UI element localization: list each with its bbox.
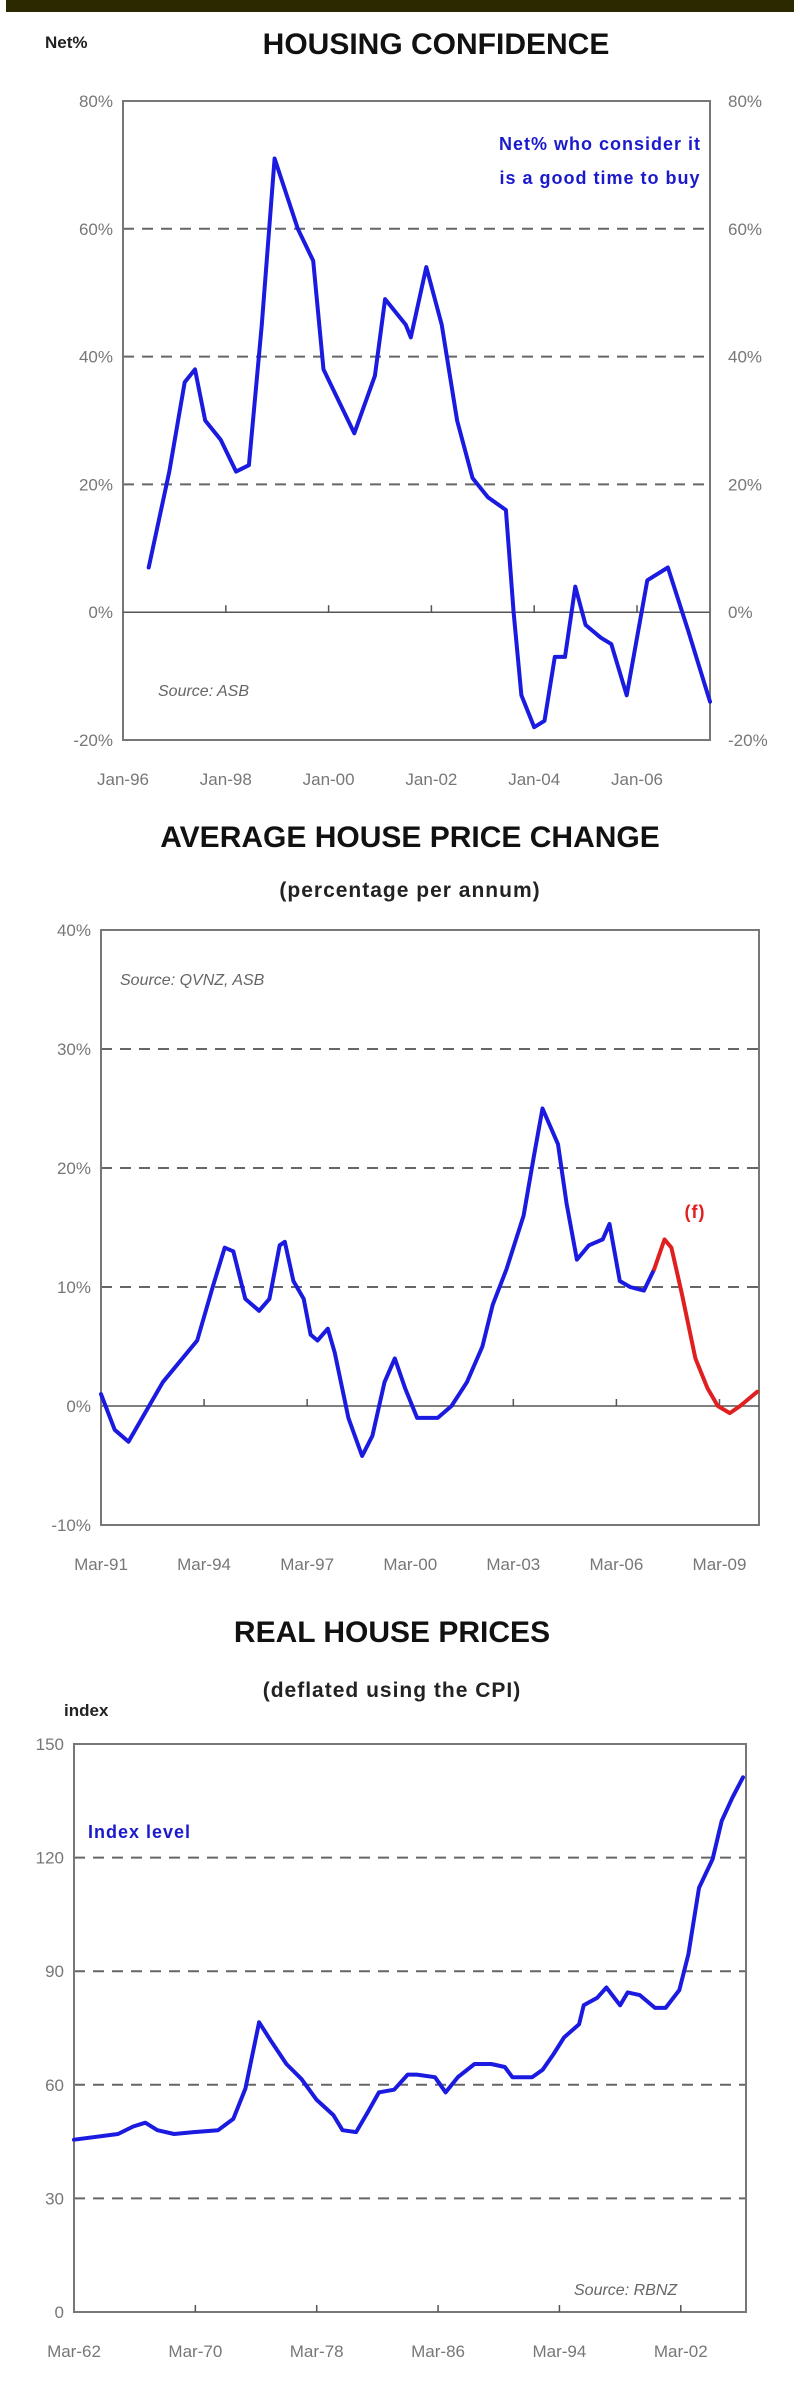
- chart-title: REAL HOUSE PRICES: [234, 1616, 550, 1649]
- x-tick-label: Mar-03: [486, 1555, 540, 1574]
- y-tick-label: -10%: [51, 1516, 91, 1535]
- chart-1: HOUSING CONFIDENCE Net% 80% 80% 60% 60% 40% 40%…: [45, 28, 768, 789]
- y-tick-label: 60: [45, 2076, 64, 2095]
- series-line-1: [146, 156, 712, 730]
- x-tick-label: Mar-94: [532, 2342, 586, 2361]
- chart-title: AVERAGE HOUSE PRICE CHANGE: [160, 821, 660, 854]
- y-tick-label-right: 80%: [728, 92, 762, 111]
- y-tick-label: -20%: [73, 731, 113, 750]
- x-tick-label: Jan-02: [405, 770, 457, 789]
- x-tick-label: Jan-98: [200, 770, 252, 789]
- forecast-label: (f): [685, 1202, 706, 1222]
- x-tick-label: Jan-04: [508, 770, 560, 789]
- x-tick-label: Jan-00: [303, 770, 355, 789]
- x-tick-label: Mar-91: [74, 1555, 128, 1574]
- x-tick-label: Mar-94: [177, 1555, 231, 1574]
- y-tick-label: 0%: [66, 1397, 91, 1416]
- y-tick-label: 60%: [79, 220, 113, 239]
- x-tick-label: Mar-00: [383, 1555, 437, 1574]
- x-tick-label: Mar-70: [168, 2342, 222, 2361]
- x-tick-label: Mar-78: [290, 2342, 344, 2361]
- y-tick-label-right: 0%: [728, 603, 753, 622]
- source-note: Source: RBNZ: [574, 2282, 678, 2299]
- x-tick-label: Mar-02: [654, 2342, 708, 2361]
- y-tick-label: 40%: [57, 921, 91, 940]
- y-axis-label: index: [64, 1701, 109, 1720]
- plot-area-frame: [100, 929, 760, 1526]
- y-axis-label: Net%: [45, 33, 88, 52]
- plot-area-frame: [122, 100, 711, 741]
- series-annotation: Index level: [88, 1822, 191, 1842]
- y-tick-label: 120: [36, 1849, 64, 1868]
- series-line-1: [99, 1106, 657, 1458]
- chart-subtitle: (percentage per annum): [279, 879, 540, 902]
- x-tick-label: Jan-96: [97, 770, 149, 789]
- chart-2: AVERAGE HOUSE PRICE CHANGE (percentage pe…: [51, 821, 760, 1574]
- chart-subtitle: (deflated using the CPI): [263, 1679, 522, 1702]
- x-tick-label: Mar-62: [47, 2342, 101, 2361]
- y-tick-label: 40%: [79, 348, 113, 367]
- y-tick-label: 0%: [88, 603, 113, 622]
- y-tick-label: 90: [45, 1962, 64, 1981]
- y-tick-label: 20%: [79, 475, 113, 494]
- series-annotation: is a good time to buy: [499, 168, 700, 188]
- y-tick-label: 30%: [57, 1040, 91, 1059]
- series-line-1: [72, 1775, 745, 2142]
- y-tick-label-right: 60%: [728, 220, 762, 239]
- source-note: Source: QVNZ, ASB: [120, 972, 265, 989]
- x-tick-label: Mar-97: [280, 1555, 334, 1574]
- x-tick-label: Mar-86: [411, 2342, 465, 2361]
- top-banner-bar: [6, 0, 794, 12]
- x-tick-label: Jan-06: [611, 770, 663, 789]
- y-tick-label: 80%: [79, 92, 113, 111]
- source-note: Source: ASB: [158, 683, 249, 700]
- y-tick-label: 0: [55, 2303, 64, 2322]
- y-tick-label: 30: [45, 2189, 64, 2208]
- chart-3: REAL HOUSE PRICES (deflated using the CPI…: [36, 1616, 747, 2361]
- y-tick-label: 150: [36, 1735, 64, 1754]
- y-tick-label: 10%: [57, 1278, 91, 1297]
- y-tick-label-right: -20%: [728, 731, 768, 750]
- chart-title: HOUSING CONFIDENCE: [263, 28, 610, 61]
- x-tick-label: Mar-06: [589, 1555, 643, 1574]
- y-tick-label-right: 20%: [728, 475, 762, 494]
- plot-area-frame: [73, 1743, 747, 2313]
- y-tick-label-right: 40%: [728, 348, 762, 367]
- series-annotation: Net% who consider it: [499, 134, 701, 154]
- x-tick-label: Mar-09: [693, 1555, 747, 1574]
- y-tick-label: 20%: [57, 1159, 91, 1178]
- series-line-2: [652, 1237, 760, 1416]
